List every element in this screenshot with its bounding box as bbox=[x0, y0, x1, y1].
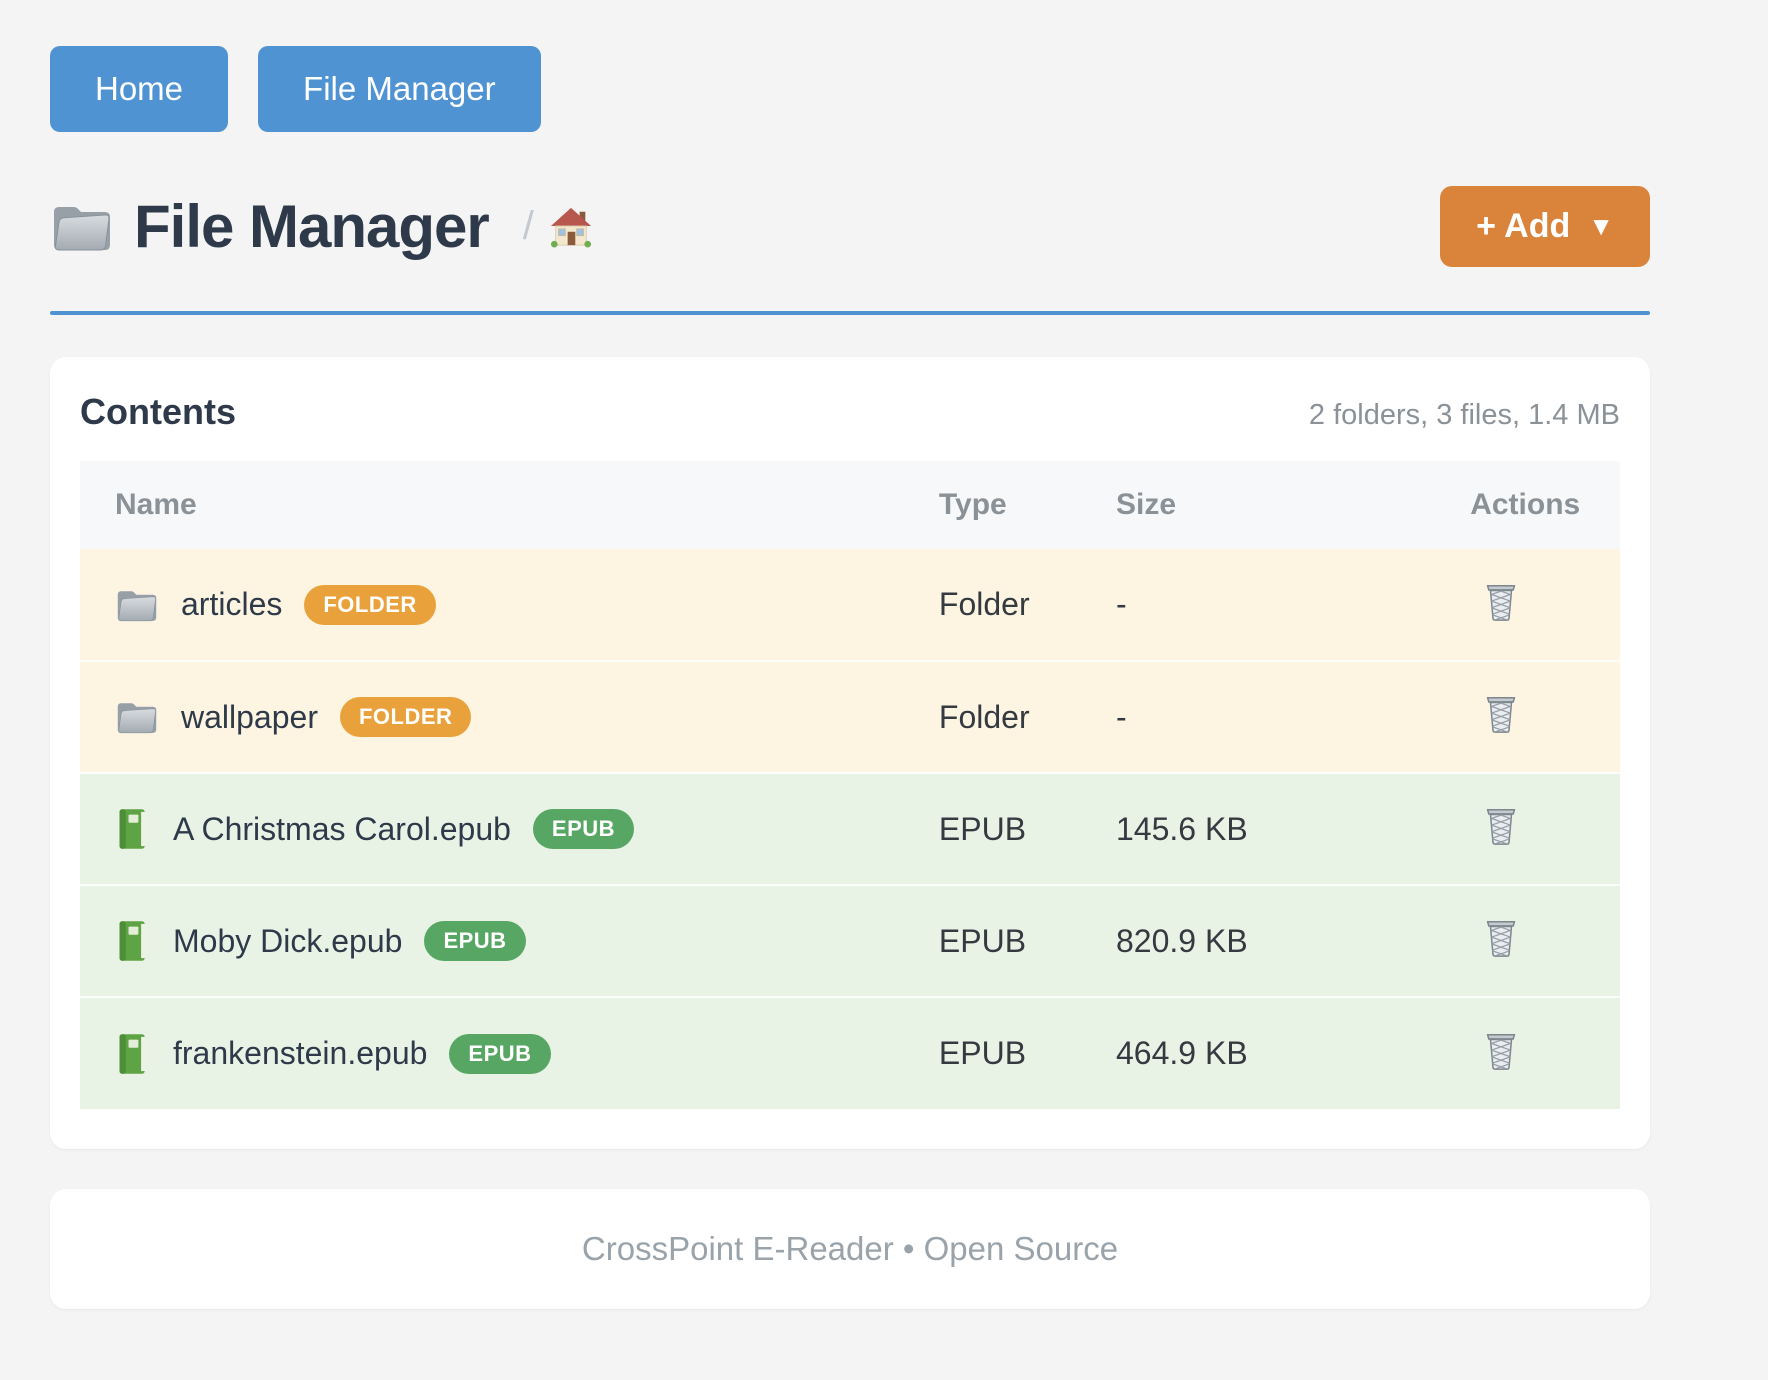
delete-button[interactable] bbox=[1483, 916, 1519, 958]
chevron-down-icon: ▼ bbox=[1588, 211, 1614, 241]
item-size: 145.6 KB bbox=[1116, 810, 1248, 847]
table-row[interactable]: A Christmas Carol.epub EPUB EPUB 145.6 K… bbox=[80, 773, 1620, 885]
item-size: - bbox=[1116, 698, 1127, 735]
column-header-actions: Actions bbox=[1435, 461, 1620, 549]
item-badge: FOLDER bbox=[304, 584, 436, 625]
item-name[interactable]: articles bbox=[181, 586, 283, 622]
item-type: Folder bbox=[938, 698, 1030, 735]
page-header: File Manager / + Add ▼ bbox=[50, 186, 1650, 267]
table-body: articles FOLDER Folder - bbox=[80, 549, 1620, 1109]
delete-button[interactable] bbox=[1483, 804, 1519, 846]
item-name[interactable]: A Christmas Carol.epub bbox=[173, 810, 511, 847]
item-size: 464.9 KB bbox=[1116, 1035, 1248, 1071]
item-badge: EPUB bbox=[449, 1033, 551, 1074]
item-type: EPUB bbox=[938, 1035, 1027, 1071]
table-row[interactable]: articles FOLDER Folder - bbox=[80, 549, 1620, 661]
item-type: Folder bbox=[938, 586, 1030, 622]
contents-title: Contents bbox=[80, 391, 236, 432]
home-button[interactable]: Home bbox=[50, 46, 229, 132]
item-size: - bbox=[1116, 586, 1127, 622]
item-type: EPUB bbox=[938, 922, 1027, 959]
breadcrumb: / bbox=[523, 204, 592, 249]
item-badge: EPUB bbox=[424, 921, 526, 961]
files-table: Name Type Size Actions ar bbox=[80, 461, 1620, 1109]
item-type: EPUB bbox=[938, 810, 1027, 847]
footer: CrossPoint E-Reader • Open Source bbox=[50, 1189, 1650, 1309]
contents-card: Contents 2 folders, 3 files, 1.4 MB Name… bbox=[50, 357, 1650, 1149]
book-icon bbox=[119, 1033, 146, 1074]
folder-icon bbox=[117, 590, 157, 621]
delete-button[interactable] bbox=[1483, 580, 1519, 622]
book-icon bbox=[119, 809, 146, 849]
house-icon[interactable] bbox=[550, 206, 592, 248]
item-name[interactable]: Moby Dick.epub bbox=[173, 922, 403, 959]
column-header-type: Type bbox=[903, 461, 1081, 549]
table-row[interactable]: Moby Dick.epub EPUB EPUB 820.9 KB bbox=[80, 885, 1620, 997]
add-button-label: + Add bbox=[1476, 207, 1571, 245]
file-manager-button[interactable]: File Manager bbox=[258, 46, 541, 132]
trash-icon bbox=[1486, 584, 1516, 621]
item-badge: EPUB bbox=[532, 809, 635, 849]
column-header-name: Name bbox=[80, 461, 904, 549]
item-size: 820.9 KB bbox=[1116, 922, 1248, 959]
delete-button[interactable] bbox=[1483, 692, 1519, 734]
item-name[interactable]: frankenstein.epub bbox=[173, 1035, 428, 1071]
page-title: File Manager bbox=[134, 193, 490, 260]
page: Home File Manager File Manager / + Add ▼ bbox=[50, 0, 1650, 1309]
item-name[interactable]: wallpaper bbox=[181, 698, 318, 735]
table-header-row: Name Type Size Actions bbox=[80, 461, 1620, 549]
delete-button[interactable] bbox=[1483, 1029, 1519, 1071]
folder-icon bbox=[54, 206, 110, 250]
trash-icon bbox=[1486, 808, 1516, 845]
top-nav: Home File Manager bbox=[50, 0, 1650, 132]
trash-icon bbox=[1486, 920, 1516, 957]
folder-icon bbox=[117, 703, 157, 734]
footer-text: CrossPoint E-Reader • Open Source bbox=[581, 1230, 1119, 1267]
header-divider bbox=[50, 311, 1650, 315]
item-badge: FOLDER bbox=[339, 697, 472, 737]
contents-card-header: Contents 2 folders, 3 files, 1.4 MB bbox=[80, 391, 1620, 433]
book-icon bbox=[119, 921, 146, 961]
contents-summary: 2 folders, 3 files, 1.4 MB bbox=[1308, 399, 1620, 431]
add-button[interactable]: + Add ▼ bbox=[1440, 186, 1650, 267]
table-row[interactable]: frankenstein.epub EPUB EPUB 464.9 KB bbox=[80, 997, 1620, 1109]
trash-icon bbox=[1486, 696, 1516, 733]
table-row[interactable]: wallpaper FOLDER Folder - bbox=[80, 661, 1620, 773]
trash-icon bbox=[1486, 1033, 1516, 1070]
column-header-size: Size bbox=[1081, 461, 1436, 549]
breadcrumb-separator: / bbox=[522, 204, 534, 248]
